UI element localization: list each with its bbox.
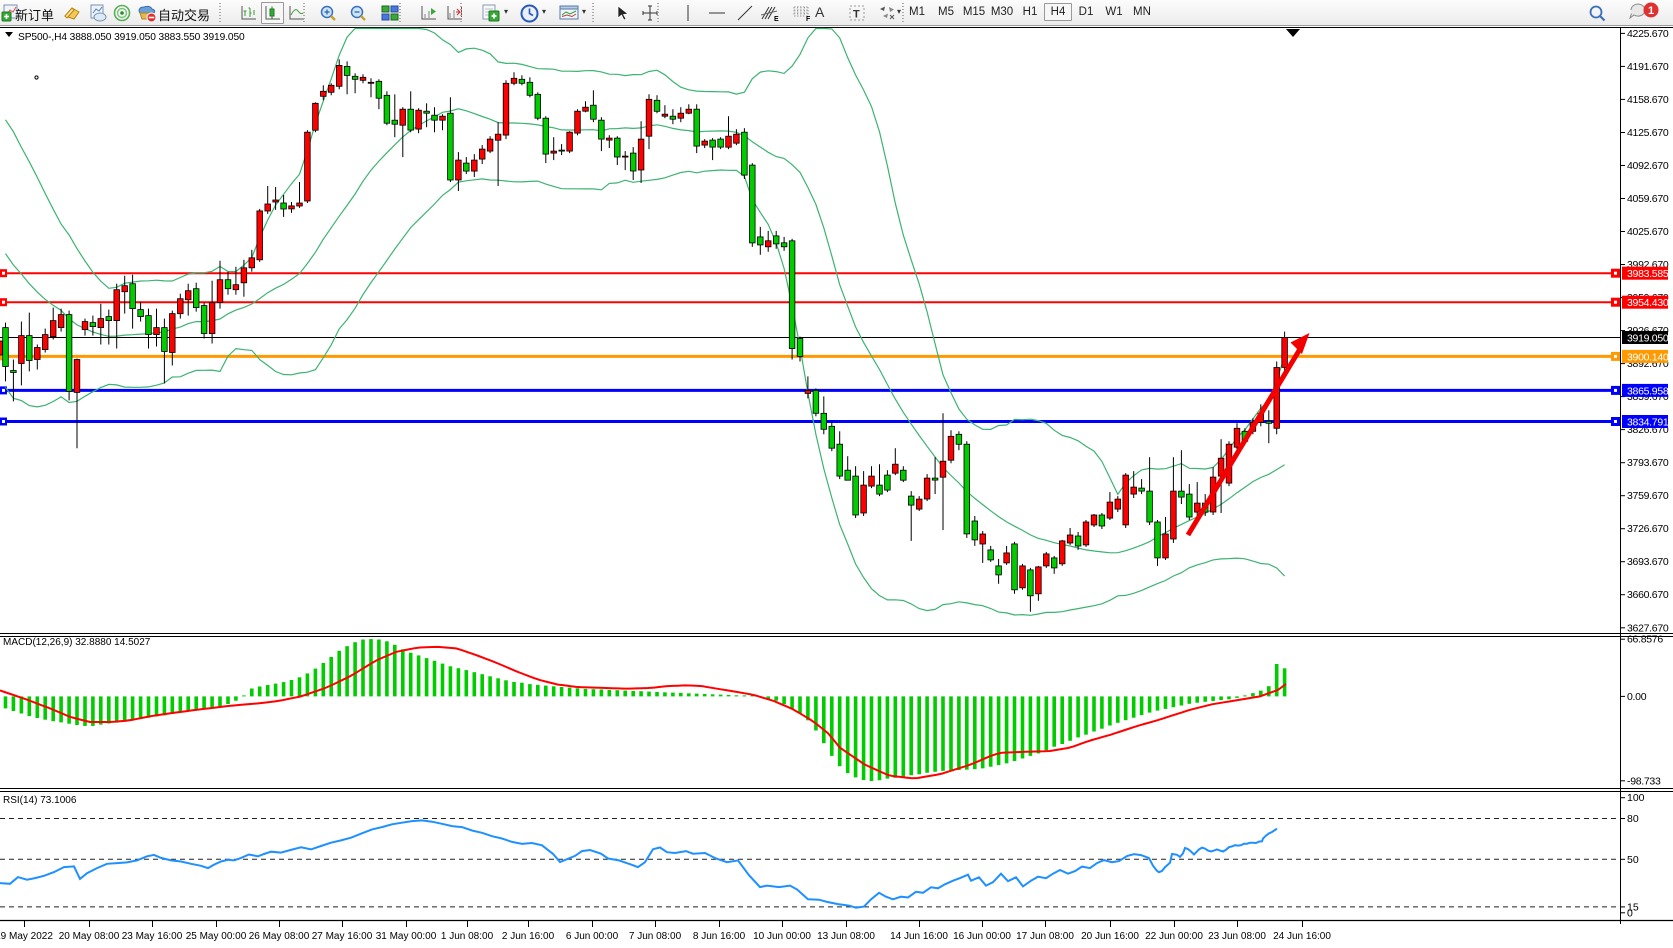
svg-text:20 Jun 16:00: 20 Jun 16:00: [1081, 931, 1139, 942]
svg-text:31 May 00:00: 31 May 00:00: [376, 931, 437, 942]
svg-text:4059.670: 4059.670: [1627, 193, 1669, 205]
svg-text:F: F: [806, 16, 811, 23]
svg-text:6 Jun 00:00: 6 Jun 00:00: [566, 931, 619, 942]
svg-text:16 Jun 00:00: 16 Jun 00:00: [953, 931, 1011, 942]
svg-text:MACD(12,26,9) 32.8880 14.5027: MACD(12,26,9) 32.8880 14.5027: [3, 637, 151, 648]
svg-text:23 May 16:00: 23 May 16:00: [122, 931, 183, 942]
svg-text:SP500-,H4 3888.050 3919.050 3: SP500-,H4 3888.050 3919.050 3883.550 391…: [18, 32, 245, 43]
svg-text:4191.670: 4191.670: [1627, 61, 1669, 73]
svg-text:25 May 00:00: 25 May 00:00: [186, 931, 247, 942]
svg-text:3983.585: 3983.585: [1627, 268, 1669, 280]
svg-text:66.8576: 66.8576: [1627, 634, 1663, 646]
svg-text:3865.958: 3865.958: [1627, 385, 1669, 397]
svg-text:7 Jun 08:00: 7 Jun 08:00: [629, 931, 682, 942]
svg-text:27 May 16:00: 27 May 16:00: [312, 931, 373, 942]
svg-text:4025.670: 4025.670: [1627, 226, 1669, 238]
svg-text:0: 0: [1627, 907, 1633, 919]
svg-text:T: T: [853, 9, 860, 21]
svg-text:26 May 08:00: 26 May 08:00: [249, 931, 310, 942]
svg-text:23 Jun 08:00: 23 Jun 08:00: [1208, 931, 1266, 942]
svg-text:4125.670: 4125.670: [1627, 127, 1669, 139]
svg-text:4225.670: 4225.670: [1627, 28, 1669, 40]
svg-text:13 Jun 08:00: 13 Jun 08:00: [817, 931, 875, 942]
svg-text:1: 1: [1648, 5, 1654, 17]
svg-text:3726.670: 3726.670: [1627, 523, 1669, 535]
svg-text:8 Jun 16:00: 8 Jun 16:00: [693, 931, 746, 942]
svg-text:3954.430: 3954.430: [1627, 297, 1669, 309]
svg-text:14 Jun 16:00: 14 Jun 16:00: [890, 931, 948, 942]
svg-text:-98.733: -98.733: [1627, 775, 1661, 787]
svg-text:4158.670: 4158.670: [1627, 94, 1669, 106]
svg-text:3919.050: 3919.050: [1627, 333, 1669, 345]
svg-text:22 Jun 00:00: 22 Jun 00:00: [1145, 931, 1203, 942]
svg-text:3693.670: 3693.670: [1627, 556, 1669, 568]
svg-text:1 Jun 08:00: 1 Jun 08:00: [441, 931, 494, 942]
svg-text:17 Jun 08:00: 17 Jun 08:00: [1016, 931, 1074, 942]
svg-text:3793.670: 3793.670: [1627, 457, 1669, 469]
svg-text:3834.791: 3834.791: [1627, 417, 1669, 429]
svg-text:100: 100: [1627, 792, 1645, 804]
svg-text:3660.670: 3660.670: [1627, 589, 1669, 601]
svg-text:20 May 08:00: 20 May 08:00: [59, 931, 120, 942]
svg-text:3900.140: 3900.140: [1627, 351, 1669, 363]
svg-text:0.00: 0.00: [1627, 691, 1647, 703]
svg-text:3759.670: 3759.670: [1627, 490, 1669, 502]
svg-text:2 Jun 16:00: 2 Jun 16:00: [502, 931, 555, 942]
svg-text:10 Jun 00:00: 10 Jun 00:00: [753, 931, 811, 942]
svg-text:19 May 2022: 19 May 2022: [0, 931, 53, 942]
svg-text:E: E: [774, 16, 779, 23]
svg-text:3627.670: 3627.670: [1627, 622, 1669, 634]
svg-text:50: 50: [1627, 854, 1639, 866]
svg-text:4092.670: 4092.670: [1627, 160, 1669, 172]
svg-text:24 Jun 16:00: 24 Jun 16:00: [1273, 931, 1331, 942]
svg-text:80: 80: [1627, 813, 1639, 825]
svg-text:RSI(14) 73.1006: RSI(14) 73.1006: [3, 795, 77, 806]
svg-text:15: 15: [1627, 901, 1639, 913]
